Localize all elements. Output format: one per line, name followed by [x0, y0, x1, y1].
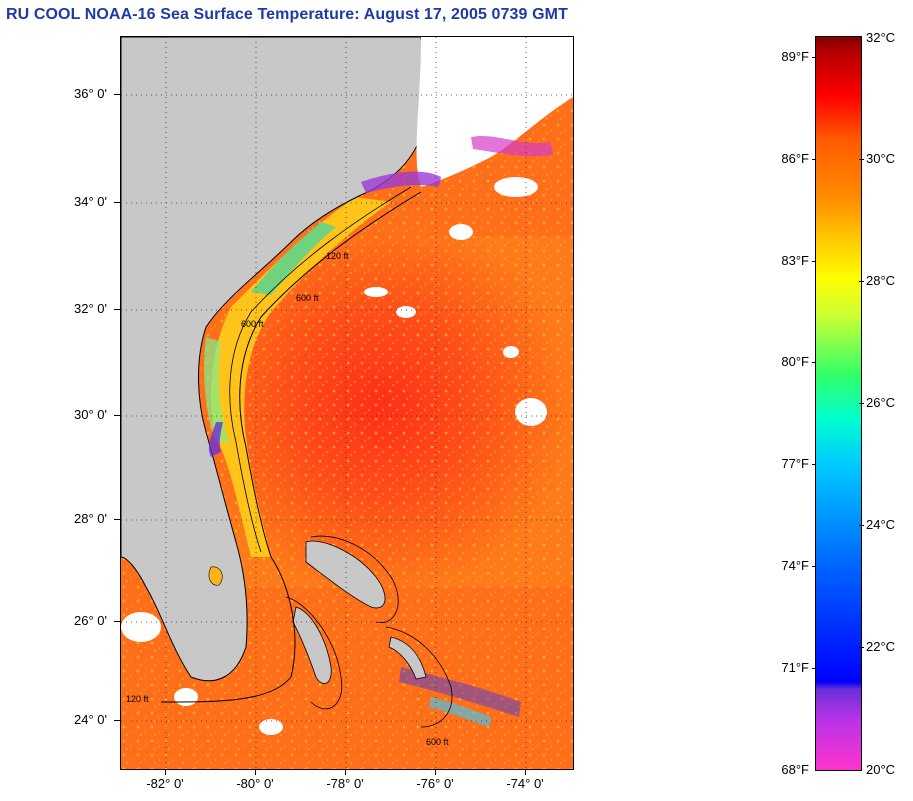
fahrenheit-label: 68°F	[781, 762, 809, 777]
lat-tick	[114, 309, 120, 310]
fahrenheit-label: 71°F	[781, 660, 809, 675]
lon-label: -74° 0'	[506, 776, 544, 791]
lon-label: -82° 0'	[146, 776, 184, 791]
sst-map[interactable]: 600 ft 120 ft 600 ft 120 ft 600 ft	[120, 36, 574, 770]
lat-tick	[114, 720, 120, 721]
fahrenheit-label: 80°F	[781, 354, 809, 369]
sst-map-canvas: 600 ft 120 ft 600 ft 120 ft 600 ft	[121, 37, 573, 769]
graticule	[121, 37, 573, 769]
lat-tick	[114, 202, 120, 203]
celsius-label: 24°C	[866, 517, 896, 532]
fahrenheit-label: 86°F	[781, 151, 809, 166]
celsius-label: 32°C	[866, 30, 896, 45]
contour-label: 600 ft	[296, 293, 319, 303]
lat-label: 30° 0'	[74, 407, 107, 422]
fahrenheit-label: 74°F	[781, 558, 809, 573]
lat-label: 28° 0'	[74, 511, 107, 526]
contour-label: 120 ft	[126, 694, 149, 704]
fahrenheit-label: 89°F	[781, 49, 809, 64]
celsius-label: 20°C	[866, 762, 896, 777]
lon-label: -76° 0'	[416, 776, 454, 791]
lat-label: 24° 0'	[74, 712, 107, 727]
map-title: RU COOL NOAA-16 Sea Surface Temperature:…	[6, 6, 568, 23]
contour-label: 600 ft	[426, 737, 449, 747]
lat-tick	[114, 519, 120, 520]
fahrenheit-label: 83°F	[781, 253, 809, 268]
lat-label: 36° 0'	[74, 86, 107, 101]
celsius-label: 30°C	[866, 151, 896, 166]
lon-tick	[345, 769, 346, 775]
contour-label: 600 ft	[241, 319, 264, 329]
lon-tick	[435, 769, 436, 775]
lat-label: 34° 0'	[74, 194, 107, 209]
fahrenheit-label: 77°F	[781, 456, 809, 471]
contour-120ft	[229, 186, 412, 553]
celsius-label: 26°C	[866, 395, 896, 410]
lat-label: 26° 0'	[74, 613, 107, 628]
temperature-color-scale	[815, 36, 862, 771]
bahamas-island-north	[305, 540, 386, 609]
lon-label: -80° 0'	[236, 776, 274, 791]
lon-tick	[525, 769, 526, 775]
lon-tick	[255, 769, 256, 775]
lat-tick	[114, 621, 120, 622]
cloud-mask-north	[416, 37, 573, 187]
lon-label: -78° 0'	[326, 776, 364, 791]
lat-tick	[114, 94, 120, 95]
celsius-label: 22°C	[866, 639, 896, 654]
lat-label: 32° 0'	[74, 301, 107, 316]
lon-tick	[165, 769, 166, 775]
contour-600ft	[160, 191, 422, 703]
lat-tick	[114, 415, 120, 416]
celsius-label: 28°C	[866, 273, 896, 288]
bahamas-island-south	[292, 606, 332, 684]
contour-label: 120 ft	[326, 251, 349, 261]
